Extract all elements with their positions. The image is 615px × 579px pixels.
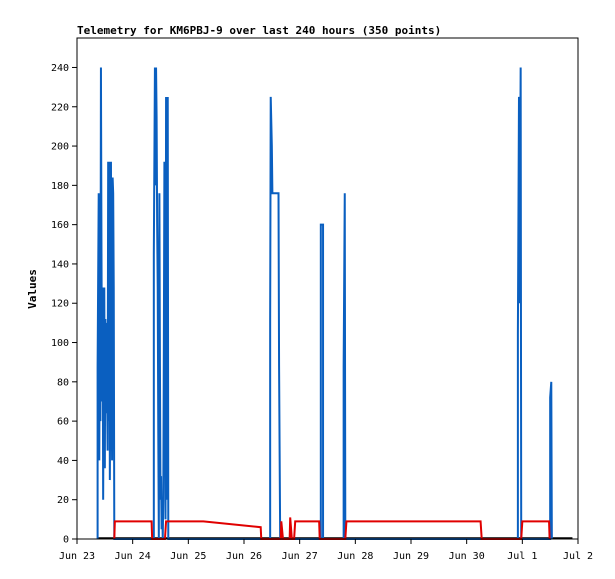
- x-tick-label: Jun 25: [170, 551, 206, 562]
- y-tick-label: 100: [51, 338, 69, 349]
- x-tick-label: Jun 23: [59, 551, 95, 562]
- x-tick-label: Jul 1: [507, 551, 537, 562]
- axis-layer: 0 20 40 60 80 100 120 140 160 180 200 220 240 Jun 23 J…: [51, 63, 593, 562]
- y-tick-label: 200: [51, 142, 69, 153]
- plot-background: [77, 38, 578, 539]
- y-tick-label: 0: [63, 535, 69, 546]
- y-axis-label: Values: [26, 269, 39, 309]
- y-tick-label: 140: [51, 259, 69, 270]
- y-tick-label: 220: [51, 102, 69, 113]
- x-tick-label: Jun 27: [282, 551, 318, 562]
- y-tick-label: 240: [51, 63, 69, 74]
- y-tick-label: 40: [57, 456, 69, 467]
- x-tick-label: Jun 28: [337, 551, 373, 562]
- series-line-2: [113, 517, 551, 540]
- y-tick-label: 20: [57, 495, 69, 506]
- chart-title: Telemetry for KM6PBJ-9 over last 240 hou…: [77, 24, 441, 37]
- plot-frame: [76, 37, 579, 540]
- y-tick-label: 180: [51, 181, 69, 192]
- x-tick-label: Jun 26: [226, 551, 262, 562]
- x-tick-label: Jun 30: [449, 551, 485, 562]
- y-tick-label: 160: [51, 220, 69, 231]
- y-tick-label: 60: [57, 417, 69, 428]
- x-tick-label: Jun 24: [115, 551, 151, 562]
- y-tick-label: 80: [57, 377, 69, 388]
- x-tick-label: Jul 2: [563, 551, 593, 562]
- y-tick-label: 120: [51, 299, 69, 310]
- x-tick-label: Jun 29: [393, 551, 429, 562]
